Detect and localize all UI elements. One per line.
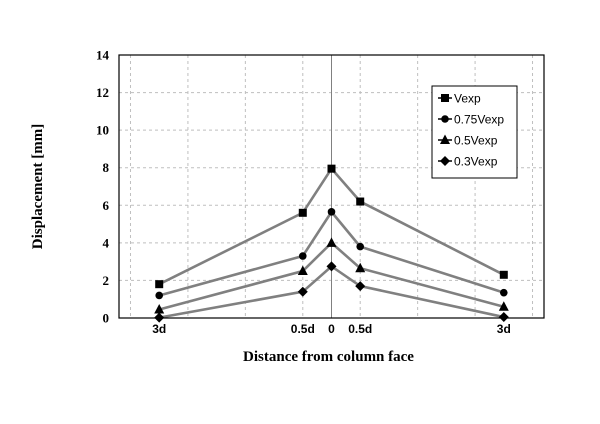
y-axis-title: Displacement [mm] [30, 124, 46, 249]
data-point [355, 281, 366, 292]
data-point [327, 208, 336, 216]
y-tick-label: 6 [103, 198, 110, 213]
legend-item-0.3Vexp: 0.3Vexp [438, 155, 498, 169]
legend-label: 0.5Vexp [454, 134, 498, 148]
series-0.75Vexp [155, 208, 508, 300]
series-Vexp [155, 164, 508, 289]
x-axis-title: Distance from column face [243, 349, 414, 365]
data-point [298, 252, 307, 260]
x-tick-label: 3d [497, 322, 511, 336]
y-tick-labels: 0 2 4 6 8 10 12 14 [96, 48, 110, 326]
legend: Vexp 0.75Vexp 0.5Vexp 0.3Vexp [431, 85, 518, 179]
legend-marker [440, 134, 450, 144]
data-point [499, 288, 508, 297]
data-point [498, 301, 509, 311]
data-point [297, 265, 308, 276]
x-tick-label: 3d [152, 322, 166, 336]
data-point [499, 270, 508, 279]
legend-marker [440, 156, 450, 166]
data-point [298, 208, 307, 217]
data-point [326, 261, 337, 272]
series-layer [154, 164, 509, 323]
x-tick-label: 0.5d [291, 322, 315, 336]
data-point [154, 304, 165, 314]
data-point [355, 262, 366, 273]
legend-item-0.5Vexp: 0.5Vexp [438, 134, 498, 148]
y-tick-label: 8 [103, 160, 110, 175]
y-tick-label: 0 [103, 311, 110, 326]
y-tick-label: 2 [103, 273, 110, 288]
plot-frame [118, 54, 545, 319]
data-point [297, 286, 308, 297]
y-tick-label: 4 [103, 235, 110, 250]
legend-label: 0.75Vexp [454, 113, 504, 127]
y-tick-label: 10 [96, 123, 109, 138]
y-tick-label: 12 [96, 85, 109, 100]
data-point [498, 312, 509, 323]
legend-label: Vexp [454, 92, 481, 106]
x-tick-labels: 3d 0.5d 0 0.5d 3d [152, 322, 511, 336]
legend-item-Vexp: Vexp [438, 92, 481, 106]
legend-marker [441, 94, 449, 102]
data-point [356, 197, 365, 206]
series-0.5Vexp [154, 237, 509, 314]
legend-label: 0.3Vexp [454, 155, 498, 169]
y-tick-label: 14 [96, 48, 110, 63]
x-tick-label: 0 [328, 322, 335, 336]
x-tick-label: 0.5d [348, 322, 372, 336]
data-point [155, 280, 164, 289]
data-point [327, 164, 336, 173]
series-0.3Vexp [154, 261, 509, 323]
legend-item-0.75Vexp: 0.75Vexp [438, 113, 504, 127]
data-point [155, 291, 164, 300]
legend-marker [441, 115, 449, 123]
data-point [326, 237, 337, 247]
data-point [356, 242, 365, 251]
